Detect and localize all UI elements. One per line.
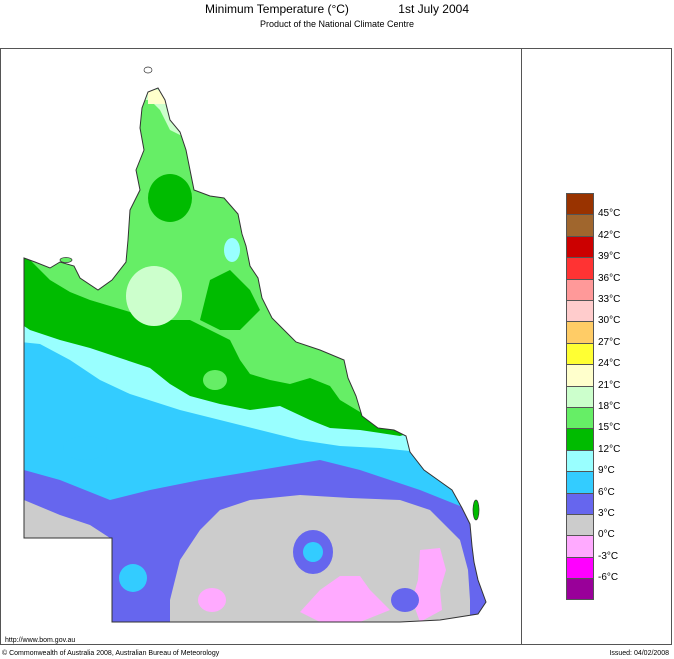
cold-pocket-granite-belt [391, 588, 419, 612]
legend-swatch [566, 514, 594, 536]
legend-label: 36°C [598, 272, 621, 284]
map-date: 1st July 2004 [398, 2, 469, 16]
source-url[interactable]: http://www.bom.gov.au [5, 637, 76, 644]
legend-swatch [566, 578, 594, 600]
legend-label: 18°C [598, 401, 621, 412]
cool-pocket-cape [148, 174, 192, 222]
cold-pocket-core [303, 542, 323, 562]
band-minus3-0-west [198, 588, 226, 612]
cool-pocket-tablelands [200, 270, 260, 330]
legend-label: 6°C [598, 486, 615, 498]
map-title: Minimum Temperature (°C) [204, 2, 349, 16]
cold-pocket-channel [119, 564, 147, 592]
legend-label: 42°C [598, 229, 621, 241]
cold-pocket-southwest [63, 436, 107, 460]
legend-label: 9°C [598, 465, 615, 477]
warm-pocket-west [126, 266, 182, 326]
legend-label: 12°C [598, 443, 621, 455]
torres-strait-island [143, 66, 153, 74]
band-18-21-north [24, 88, 486, 140]
legend-swatch [566, 471, 594, 493]
band-minus3-0-east [412, 548, 446, 622]
legend-swatch [566, 300, 594, 322]
legend-label: 27°C [598, 336, 621, 348]
map-title-line: Minimum Temperature (°C) 1st July 2004 [0, 2, 674, 16]
fraser-island [472, 499, 480, 521]
legend-divider [521, 48, 522, 645]
map-subtitle: Product of the National Climate Centre [259, 19, 415, 29]
legend-swatch [566, 214, 594, 236]
queensland-temperature-map [23, 66, 487, 623]
legend-swatch [566, 278, 594, 300]
legend-swatch [566, 321, 594, 343]
legend-swatch [566, 407, 594, 429]
legend-swatch [566, 535, 594, 557]
legend-swatch [566, 257, 594, 279]
legend-swatch [566, 235, 594, 258]
issued-date: Issued: 04/02/2008 [609, 650, 669, 657]
legend-swatch [566, 428, 594, 450]
legend-label: -3°C [598, 550, 619, 562]
legend-label: 33°C [598, 294, 621, 305]
legend-label: -6°C [598, 572, 619, 584]
mornington-island [59, 257, 73, 263]
legend-swatch [566, 385, 594, 407]
legend-label: 30°C [598, 315, 621, 327]
copyright-notice: © Commonwealth of Australia 2008, Austra… [2, 650, 220, 657]
legend-swatch [566, 193, 594, 215]
legend-swatch [566, 342, 594, 365]
legend-label: 3°C [598, 508, 615, 519]
legend-label: 15°C [598, 422, 621, 434]
cold-pocket-atherton [224, 238, 240, 262]
queensland-outline [23, 87, 487, 623]
legend-label: 39°C [598, 251, 621, 263]
band-minus3-0-south [300, 576, 390, 622]
legend-swatch [566, 449, 594, 472]
legend-swatch [566, 364, 594, 386]
band-0-3-west [24, 500, 110, 538]
legend-label: 24°C [598, 358, 621, 370]
temperature-bands [24, 88, 486, 622]
legend-label: 0°C [598, 529, 615, 541]
legend-label: 21°C [598, 379, 621, 391]
legend-swatch [566, 556, 594, 579]
warm-pocket-central [203, 370, 227, 390]
legend-swatch [566, 492, 594, 514]
map-header: Minimum Temperature (°C) 1st July 2004 P… [0, 0, 674, 48]
legend-label: 45°C [598, 208, 621, 220]
